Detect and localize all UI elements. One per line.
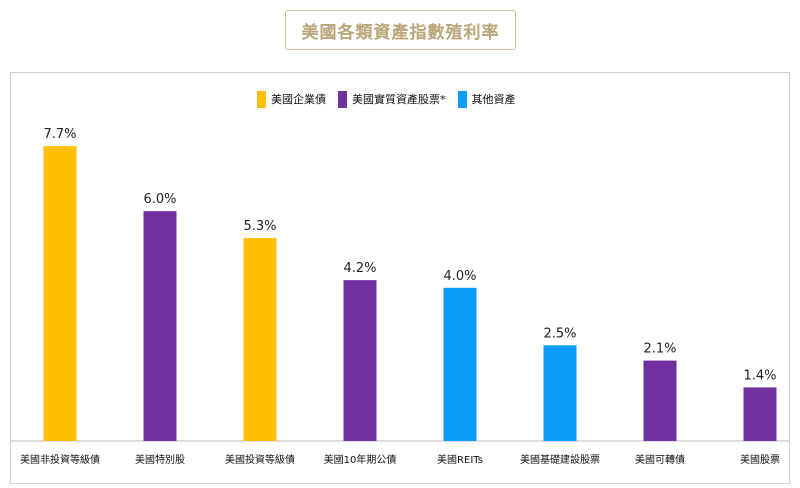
chart-title: 美國各類資產指數殖利率 (285, 10, 516, 50)
data-label-3: 4.2% (343, 261, 376, 276)
x-tick-label-2: 美國投資等級債 (225, 453, 295, 466)
x-tick-label-7: 美國股票 (740, 453, 780, 466)
data-label-1: 6.0% (143, 192, 176, 207)
legend-item-other-assets: 其他資產 (457, 90, 516, 108)
x-tick-label-0: 美國非投資等級債 (20, 453, 100, 466)
bar-1 (143, 211, 177, 441)
legend-swatch-corporate-bond (257, 90, 266, 108)
x-tick-label-1: 美國特別股 (135, 453, 185, 466)
x-tick-label-6: 美國可轉債 (635, 453, 685, 466)
data-label-2: 5.3% (243, 219, 276, 234)
legend-item-real-asset-equity: 美國實質資產股票* (338, 90, 446, 108)
legend-swatch-other-assets (457, 90, 467, 108)
legend-label-other-assets: 其他資產 (471, 93, 516, 106)
legend-swatch-real-asset-equity (338, 90, 347, 108)
legend-item-corporate-bond: 美國企業債 (257, 90, 326, 108)
bar-5 (543, 345, 577, 441)
bar-2 (243, 238, 277, 441)
legend-label-corporate-bond: 美國企業債 (271, 93, 326, 106)
x-tick-label-3: 美國10年期公債 (324, 453, 397, 466)
legend: 美國企業債 美國實質資產股票* 其他資產 (257, 90, 516, 108)
legend-label-real-asset-equity: 美國實質資產股票* (352, 93, 446, 106)
bar-6 (643, 360, 677, 441)
bar-7 (743, 387, 777, 441)
bar-4 (443, 287, 477, 441)
data-label-0: 7.7% (43, 127, 76, 142)
data-label-6: 2.1% (643, 342, 676, 357)
data-label-4: 4.0% (443, 269, 476, 284)
bar-3 (343, 280, 377, 441)
x-tick-label-4: 美國REITs (437, 453, 483, 466)
data-label-5: 2.5% (543, 326, 576, 341)
data-label-7: 1.4% (743, 368, 776, 383)
bar-0 (43, 146, 77, 441)
x-tick-label-5: 美國基礎建設股票 (520, 453, 600, 466)
